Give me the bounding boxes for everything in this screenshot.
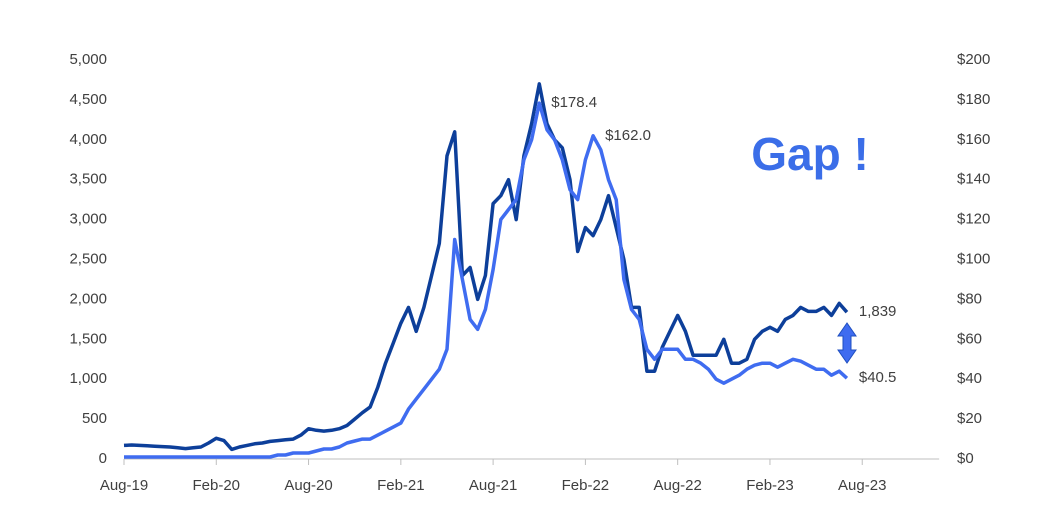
y-tick-label: 3,500	[69, 171, 107, 188]
series-line	[124, 101, 849, 459]
x-tick-label: Aug-20	[284, 477, 332, 494]
x-tick-label: Feb-20	[193, 477, 241, 494]
y-tick-label: 4,000	[69, 131, 107, 148]
y2-tick-label: $20	[957, 410, 982, 427]
x-tick-label: Feb-23	[746, 477, 794, 494]
y2-tick-label: $40	[957, 370, 982, 387]
x-tick-label: Aug-22	[653, 477, 701, 494]
y2-tick-label: $80	[957, 290, 982, 307]
y2-tick-label: $100	[957, 250, 990, 267]
y2-tick-label: $160	[957, 131, 990, 148]
data-label: 1,839	[859, 303, 897, 320]
y-tick-label: 5,000	[69, 51, 107, 68]
y2-tick-label: $60	[957, 330, 982, 347]
y-tick-label: 4,500	[69, 91, 107, 108]
y-tick-label: 3,000	[69, 211, 107, 228]
x-tick-label: Feb-21	[377, 477, 425, 494]
data-label: $162.0	[605, 127, 651, 144]
y-tick-label: 2,000	[69, 290, 107, 307]
y2-tick-label: $120	[957, 211, 990, 228]
x-tick-label: Aug-21	[469, 477, 517, 494]
y-tick-label: 0	[99, 450, 107, 467]
data-label: $178.4	[551, 94, 597, 111]
x-tick-label: Feb-22	[562, 477, 610, 494]
x-tick-label: Aug-23	[838, 477, 886, 494]
y-tick-label: 500	[82, 410, 107, 427]
y2-tick-label: $180	[957, 91, 990, 108]
y2-tick-label: $200	[957, 51, 990, 68]
x-tick-label: Aug-19	[100, 477, 148, 494]
y-tick-label: 1,500	[69, 330, 107, 347]
y-tick-label: 1,000	[69, 370, 107, 387]
series-line	[123, 82, 849, 452]
y2-tick-label: $0	[957, 450, 974, 467]
y2-tick-label: $140	[957, 171, 990, 188]
gap-arrow	[837, 322, 857, 364]
data-label: $40.5	[859, 369, 897, 386]
y-tick-label: 2,500	[69, 250, 107, 267]
annotation: Gap !	[751, 128, 869, 180]
